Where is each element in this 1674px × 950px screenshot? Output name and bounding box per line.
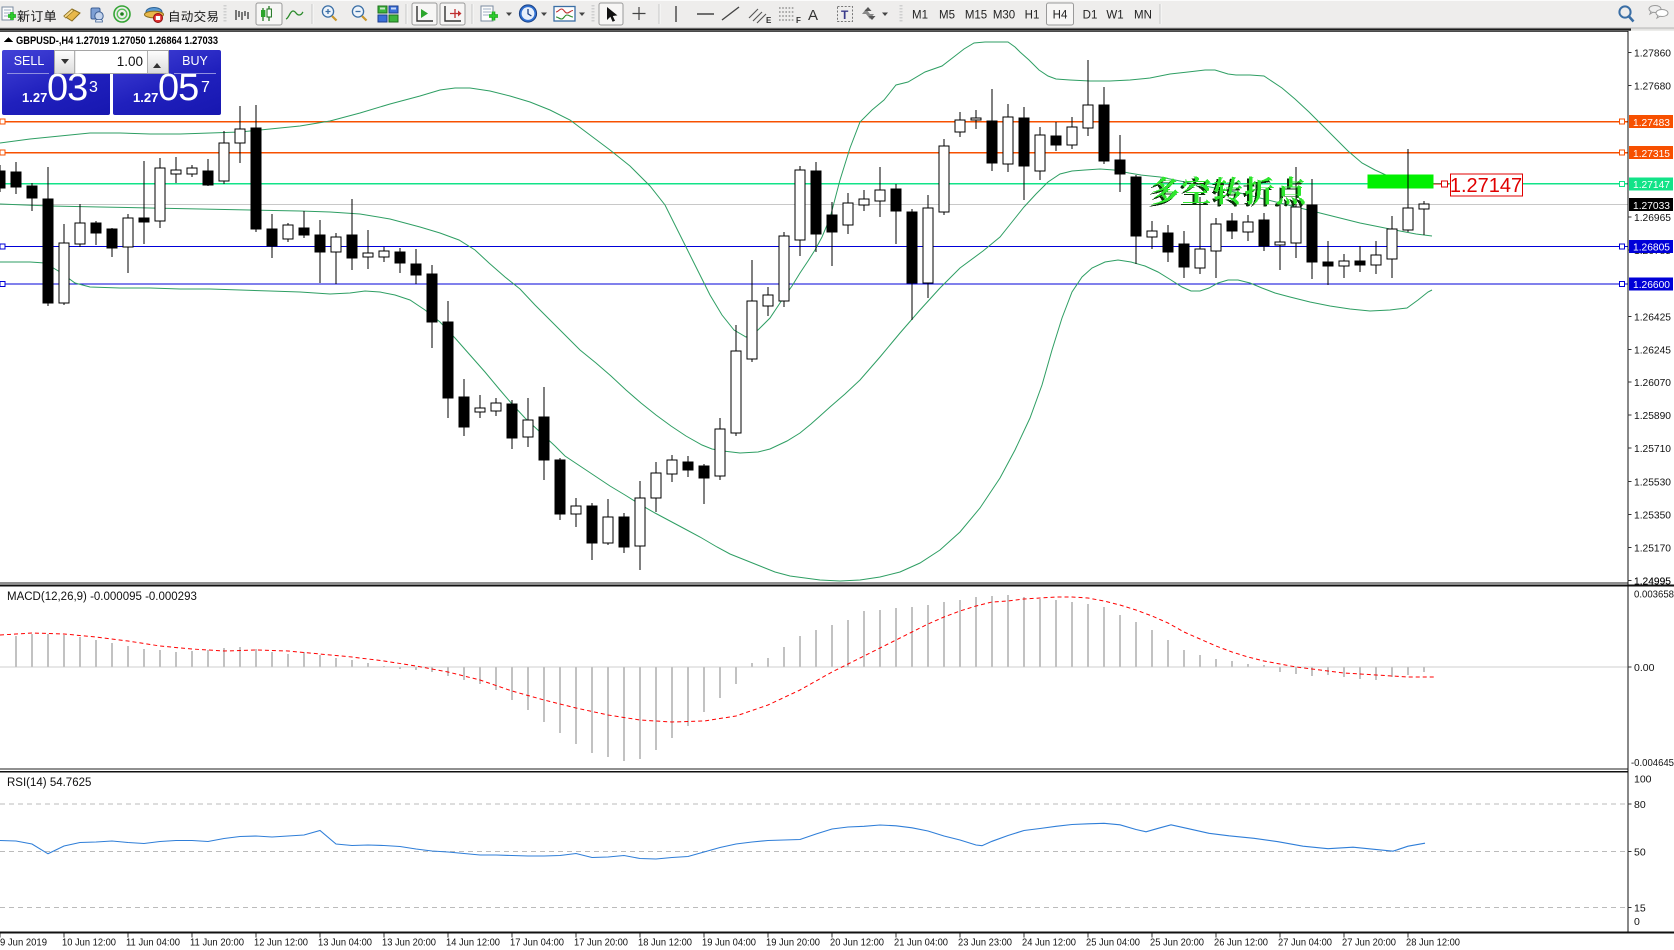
svg-text:1.25530: 1.25530: [1634, 476, 1671, 488]
svg-text:D1: D1: [1083, 10, 1098, 22]
svg-text:1.27147: 1.27147: [1450, 175, 1522, 197]
svg-text:1.25710: 1.25710: [1634, 443, 1671, 455]
svg-text:28 Jun 12:00: 28 Jun 12:00: [1406, 937, 1460, 949]
svg-text:15: 15: [1634, 903, 1646, 915]
svg-text:21 Jun 04:00: 21 Jun 04:00: [894, 937, 948, 949]
svg-text:RSI(14) 54.7625: RSI(14) 54.7625: [7, 777, 91, 789]
svg-text:1.27315: 1.27315: [1633, 148, 1670, 160]
svg-text:14 Jun 12:00: 14 Jun 12:00: [446, 937, 500, 949]
svg-text:1.26805: 1.26805: [1633, 242, 1670, 254]
svg-text:1.24995: 1.24995: [1634, 576, 1671, 588]
svg-text:27 Jun 04:00: 27 Jun 04:00: [1278, 937, 1332, 949]
svg-text:A: A: [808, 7, 818, 24]
svg-text:0.00: 0.00: [1634, 662, 1655, 674]
svg-text:W1: W1: [1106, 10, 1123, 22]
svg-text:17 Jun 04:00: 17 Jun 04:00: [510, 937, 564, 949]
svg-text:0.003658: 0.003658: [1634, 588, 1674, 600]
svg-text:19 Jun 20:00: 19 Jun 20:00: [766, 937, 820, 949]
svg-text:MACD(12,26,9) -0.000095 -0.000: MACD(12,26,9) -0.000095 -0.000293: [7, 591, 197, 603]
svg-text:1.26965: 1.26965: [1634, 212, 1671, 224]
svg-text:20 Jun 12:00: 20 Jun 12:00: [830, 937, 884, 949]
svg-text:12 Jun 12:00: 12 Jun 12:00: [254, 937, 308, 949]
svg-text:1.26245: 1.26245: [1634, 345, 1671, 357]
svg-text:1.27033: 1.27033: [1633, 200, 1670, 212]
svg-text:1.27680: 1.27680: [1634, 80, 1671, 92]
svg-text:F: F: [796, 16, 801, 25]
svg-text:1.27860: 1.27860: [1634, 47, 1671, 59]
svg-text:1.25350: 1.25350: [1634, 510, 1671, 522]
svg-text:18 Jun 12:00: 18 Jun 12:00: [638, 937, 692, 949]
svg-text:0: 0: [1634, 916, 1640, 928]
svg-text:-0.004645: -0.004645: [1631, 757, 1674, 769]
svg-text:1.25170: 1.25170: [1634, 543, 1671, 555]
svg-text:26 Jun 12:00: 26 Jun 12:00: [1214, 937, 1268, 949]
svg-text:T: T: [841, 8, 849, 22]
svg-text:1.26070: 1.26070: [1634, 377, 1671, 389]
svg-text:MN: MN: [1134, 10, 1152, 22]
svg-text:27 Jun 20:00: 27 Jun 20:00: [1342, 937, 1396, 949]
svg-text:80: 80: [1634, 799, 1646, 811]
svg-text:17 Jun 20:00: 17 Jun 20:00: [574, 937, 628, 949]
svg-text:1.25890: 1.25890: [1634, 410, 1671, 422]
svg-text:23 Jun 23:00: 23 Jun 23:00: [958, 937, 1012, 949]
svg-text:1.24995: 1.24995: [1634, 576, 1671, 588]
svg-text:50: 50: [1634, 847, 1646, 859]
svg-text:25 Jun 04:00: 25 Jun 04:00: [1086, 937, 1140, 949]
svg-text:11 Jun 04:00: 11 Jun 04:00: [126, 937, 180, 949]
svg-text:13 Jun 04:00: 13 Jun 04:00: [318, 937, 372, 949]
svg-text:24 Jun 12:00: 24 Jun 12:00: [1022, 937, 1076, 949]
svg-text:H1: H1: [1025, 10, 1040, 22]
svg-text:GBPUSD-,H4 1.27019 1.27050 1.: GBPUSD-,H4 1.27019 1.27050 1.26864 1.270…: [16, 35, 218, 47]
svg-text:M5: M5: [939, 10, 955, 22]
svg-text:1.26425: 1.26425: [1634, 312, 1671, 324]
svg-text:25 Jun 20:00: 25 Jun 20:00: [1150, 937, 1204, 949]
svg-text:1.27483: 1.27483: [1633, 117, 1670, 129]
svg-text:H4: H4: [1053, 10, 1068, 22]
svg-text:M15: M15: [965, 10, 987, 22]
svg-text:9 Jun 2019: 9 Jun 2019: [0, 937, 47, 949]
svg-text:100: 100: [1634, 774, 1652, 786]
svg-text:11 Jun 20:00: 11 Jun 20:00: [190, 937, 244, 949]
svg-text:1.26600: 1.26600: [1633, 279, 1670, 291]
svg-text:E: E: [766, 16, 772, 25]
svg-text:M30: M30: [993, 10, 1015, 22]
svg-text:19 Jun 04:00: 19 Jun 04:00: [702, 937, 756, 949]
svg-text:10 Jun 12:00: 10 Jun 12:00: [62, 937, 116, 949]
svg-text:M1: M1: [912, 10, 928, 22]
svg-text:13 Jun 20:00: 13 Jun 20:00: [382, 937, 436, 949]
svg-text:1.27147: 1.27147: [1633, 179, 1670, 191]
